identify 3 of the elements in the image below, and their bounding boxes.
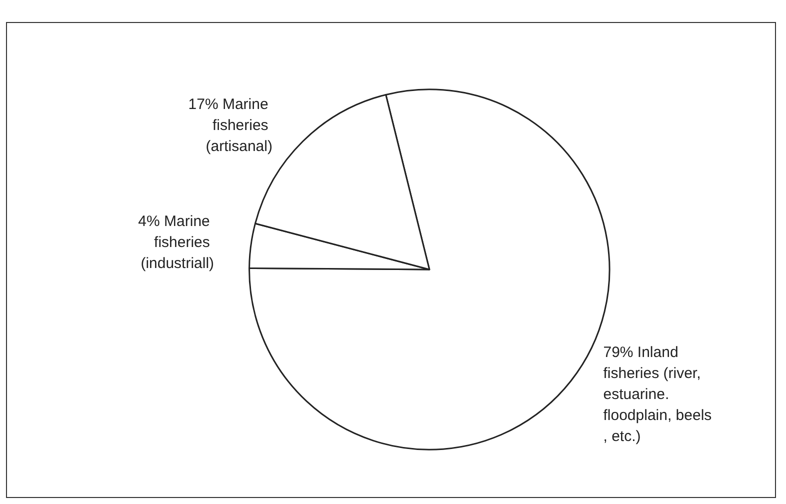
slice-label: 17% Marine fisheries (artisanal) [188,96,272,156]
slice-label: 79% Inland fisheries (river, estuarine. floodplain, beels, etc.) [603,344,712,445]
slice-label: 4% Marine fisheries (industriall) [138,213,214,272]
